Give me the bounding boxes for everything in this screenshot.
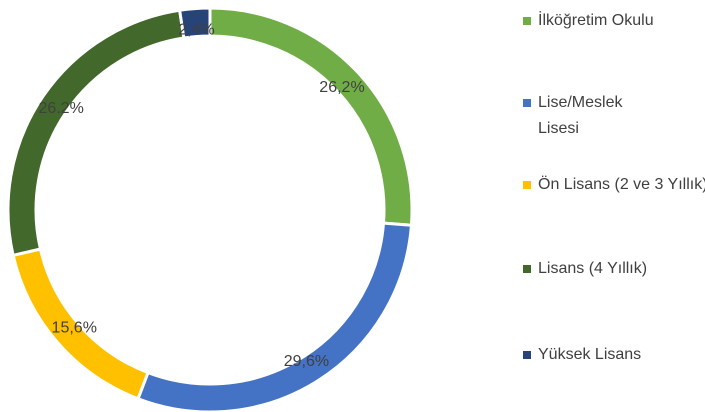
legend-entry: Yüksek Lisans [523, 342, 705, 368]
legend-entry: Lisans (4 Yıllık) [523, 256, 705, 282]
data-label: 15,6% [52, 319, 97, 336]
legend-label: Lisans (4 Yıllık) [538, 260, 648, 277]
donut-segment [177, 6, 212, 40]
data-label: 2,4% [178, 22, 214, 39]
data-label: 29,6% [284, 353, 329, 370]
donut-segment [6, 8, 186, 258]
data-label: 26,2% [319, 79, 364, 96]
data-label: 26.2% [38, 100, 83, 117]
legend-swatch [523, 17, 531, 25]
donut-segment [136, 221, 414, 412]
legend-swatch [523, 265, 531, 273]
legend-label: Ön Lisans (2 ve 3 Yıllık) [538, 176, 705, 193]
legend-entry: Lise/Meslek Lisesi [523, 90, 658, 142]
legend-label: İlköğretim Okulu [538, 12, 654, 29]
legend-swatch [523, 181, 531, 189]
legend-entry: Ön Lisans (2 ve 3 Yıllık) [523, 172, 705, 198]
legend-entry: İlköğretim Okulu [523, 8, 705, 34]
donut-segment [208, 6, 414, 227]
legend-label: Yüksek Lisans [538, 346, 642, 363]
legend-label: Lise/Meslek Lisesi [538, 94, 623, 137]
legend-swatch [523, 99, 531, 107]
legend-swatch [523, 351, 531, 359]
